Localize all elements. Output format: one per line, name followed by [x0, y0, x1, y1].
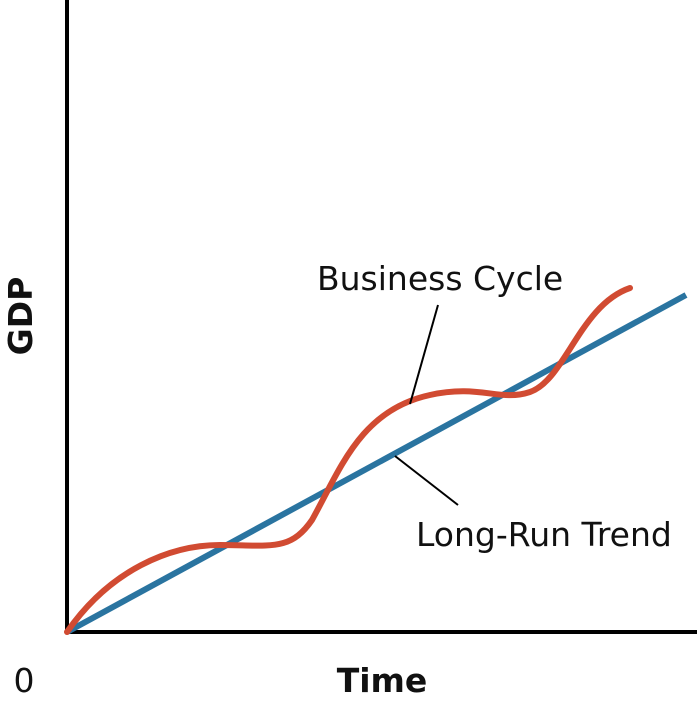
- y-axis-label: GDP: [1, 277, 40, 356]
- annotation: Long-Run Trend: [416, 515, 672, 554]
- annotation: Business Cycle: [317, 259, 563, 298]
- leader-line: [409, 304, 439, 405]
- x-axis-label: Time: [337, 661, 428, 700]
- trend-line: [65, 292, 688, 635]
- origin-label: 0: [14, 661, 35, 700]
- business-cycle-curve: [64, 285, 633, 635]
- leader-line: [394, 455, 459, 506]
